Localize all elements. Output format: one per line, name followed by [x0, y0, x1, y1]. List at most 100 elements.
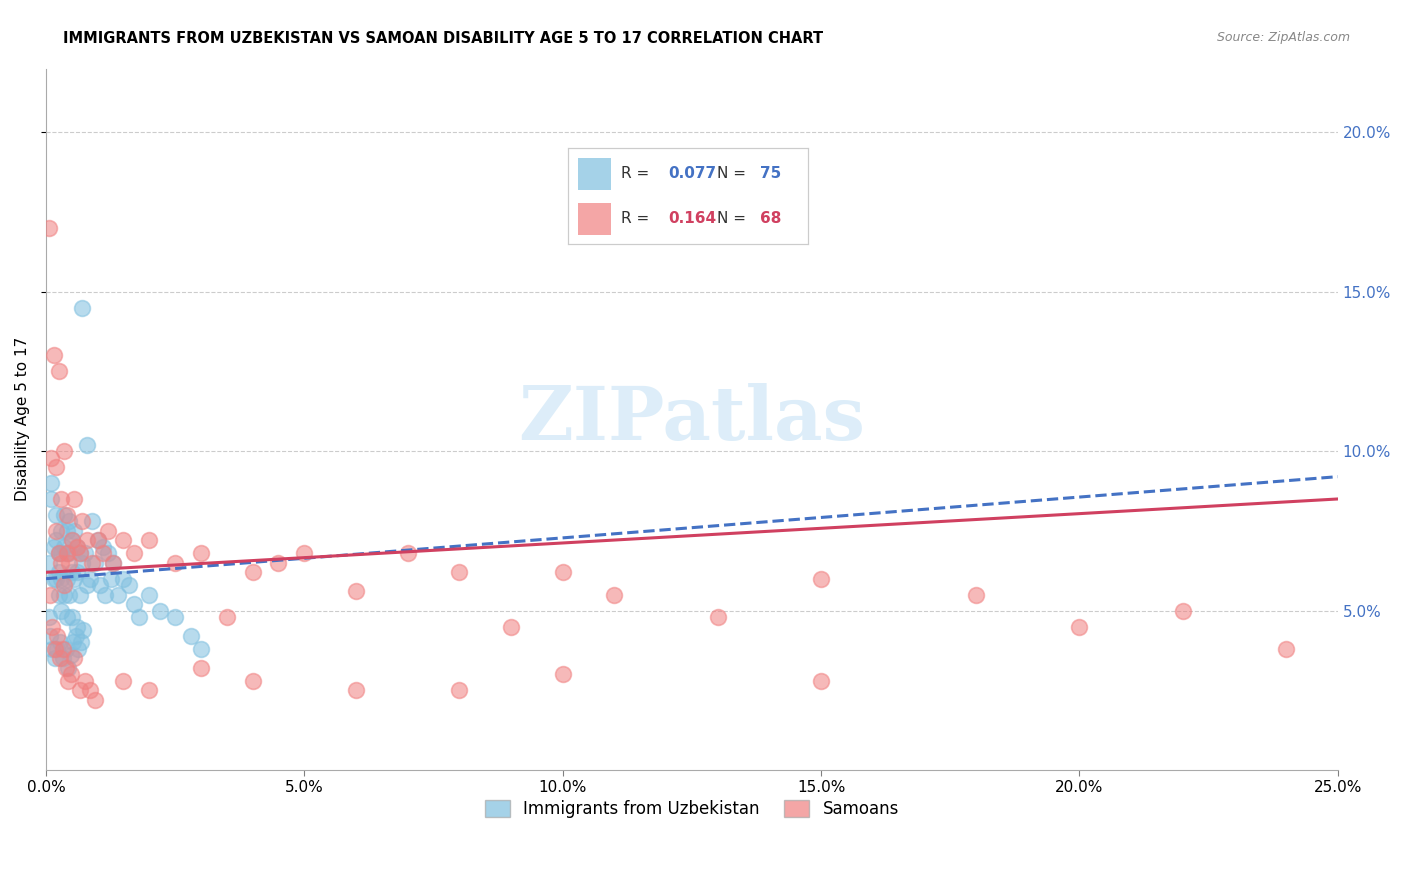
Point: [42, 572, 65, 586]
Point: [112, 533, 135, 548]
Point: [53, 540, 76, 554]
Point: [48, 546, 70, 560]
Point: [190, 546, 212, 560]
Point: [58, 556, 80, 570]
Text: R =: R =: [621, 211, 654, 227]
Point: [344, 584, 367, 599]
Point: [45, 524, 67, 538]
Point: [41, 619, 63, 633]
Point: [242, 673, 264, 688]
Text: N =: N =: [717, 166, 751, 181]
Point: [76, 578, 98, 592]
Point: [73, 673, 96, 688]
Point: [48, 546, 70, 560]
Point: [55, 661, 77, 675]
Point: [56, 661, 79, 675]
Point: [58, 546, 80, 560]
Point: [69, 588, 91, 602]
Point: [51, 651, 73, 665]
Point: [267, 556, 290, 570]
Point: [42, 349, 65, 363]
Point: [49, 635, 72, 649]
Point: [63, 572, 86, 586]
Point: [449, 683, 471, 698]
Point: [59, 667, 82, 681]
Point: [55, 508, 77, 522]
Point: [66, 641, 89, 656]
Point: [138, 683, 160, 698]
Point: [66, 540, 89, 554]
Point: [45, 460, 67, 475]
Point: [122, 597, 145, 611]
Point: [41, 641, 63, 656]
Point: [138, 588, 160, 602]
Point: [91, 540, 114, 554]
Text: IMMIGRANTS FROM UZBEKISTAN VS SAMOAN DISABILITY AGE 5 TO 17 CORRELATION CHART: IMMIGRANTS FROM UZBEKISTAN VS SAMOAN DIS…: [63, 31, 824, 46]
Point: [46, 641, 69, 656]
Point: [51, 491, 73, 506]
Point: [706, 610, 728, 624]
Point: [56, 673, 79, 688]
Point: [551, 566, 574, 580]
Point: [149, 603, 172, 617]
Point: [94, 588, 117, 602]
Point: [112, 572, 135, 586]
Point: [38, 221, 60, 235]
Point: [101, 556, 124, 570]
Point: [91, 546, 114, 560]
Point: [84, 556, 107, 570]
Bar: [578, 203, 612, 235]
Point: [58, 588, 80, 602]
Point: [86, 533, 108, 548]
Point: [63, 524, 86, 538]
Point: [48, 364, 70, 378]
Point: [810, 572, 832, 586]
Point: [59, 648, 82, 663]
Point: [55, 546, 77, 560]
Point: [66, 540, 89, 554]
Point: [180, 629, 202, 643]
Point: [60, 610, 83, 624]
Point: [39, 491, 62, 506]
Point: [344, 683, 367, 698]
Text: N =: N =: [717, 211, 751, 227]
Point: [70, 301, 93, 315]
Point: [965, 588, 987, 602]
Point: [63, 491, 86, 506]
Point: [51, 641, 73, 656]
Point: [215, 610, 238, 624]
Point: [79, 572, 101, 586]
Point: [55, 610, 77, 624]
Point: [45, 533, 67, 548]
Point: [45, 572, 67, 586]
Point: [53, 444, 76, 458]
Point: [55, 641, 77, 656]
Point: [76, 438, 98, 452]
Point: [101, 556, 124, 570]
Point: [190, 641, 212, 656]
Text: 75: 75: [759, 166, 782, 181]
Point: [69, 683, 91, 698]
Text: 0.077: 0.077: [669, 166, 717, 181]
Point: [53, 588, 76, 602]
Point: [84, 693, 107, 707]
Point: [97, 546, 120, 560]
Point: [100, 572, 122, 586]
Point: [70, 635, 93, 649]
Point: [165, 556, 187, 570]
Point: [69, 546, 91, 560]
Point: [44, 641, 66, 656]
Point: [242, 566, 264, 580]
Text: 68: 68: [759, 211, 782, 227]
Point: [128, 610, 150, 624]
Point: [89, 578, 111, 592]
Bar: [578, 158, 612, 190]
Y-axis label: Disability Age 5 to 17: Disability Age 5 to 17: [15, 337, 30, 501]
Point: [82, 514, 104, 528]
Point: [58, 514, 80, 528]
Text: R =: R =: [621, 166, 654, 181]
Point: [499, 619, 522, 633]
Point: [73, 546, 96, 560]
Point: [53, 508, 76, 522]
Point: [51, 603, 73, 617]
